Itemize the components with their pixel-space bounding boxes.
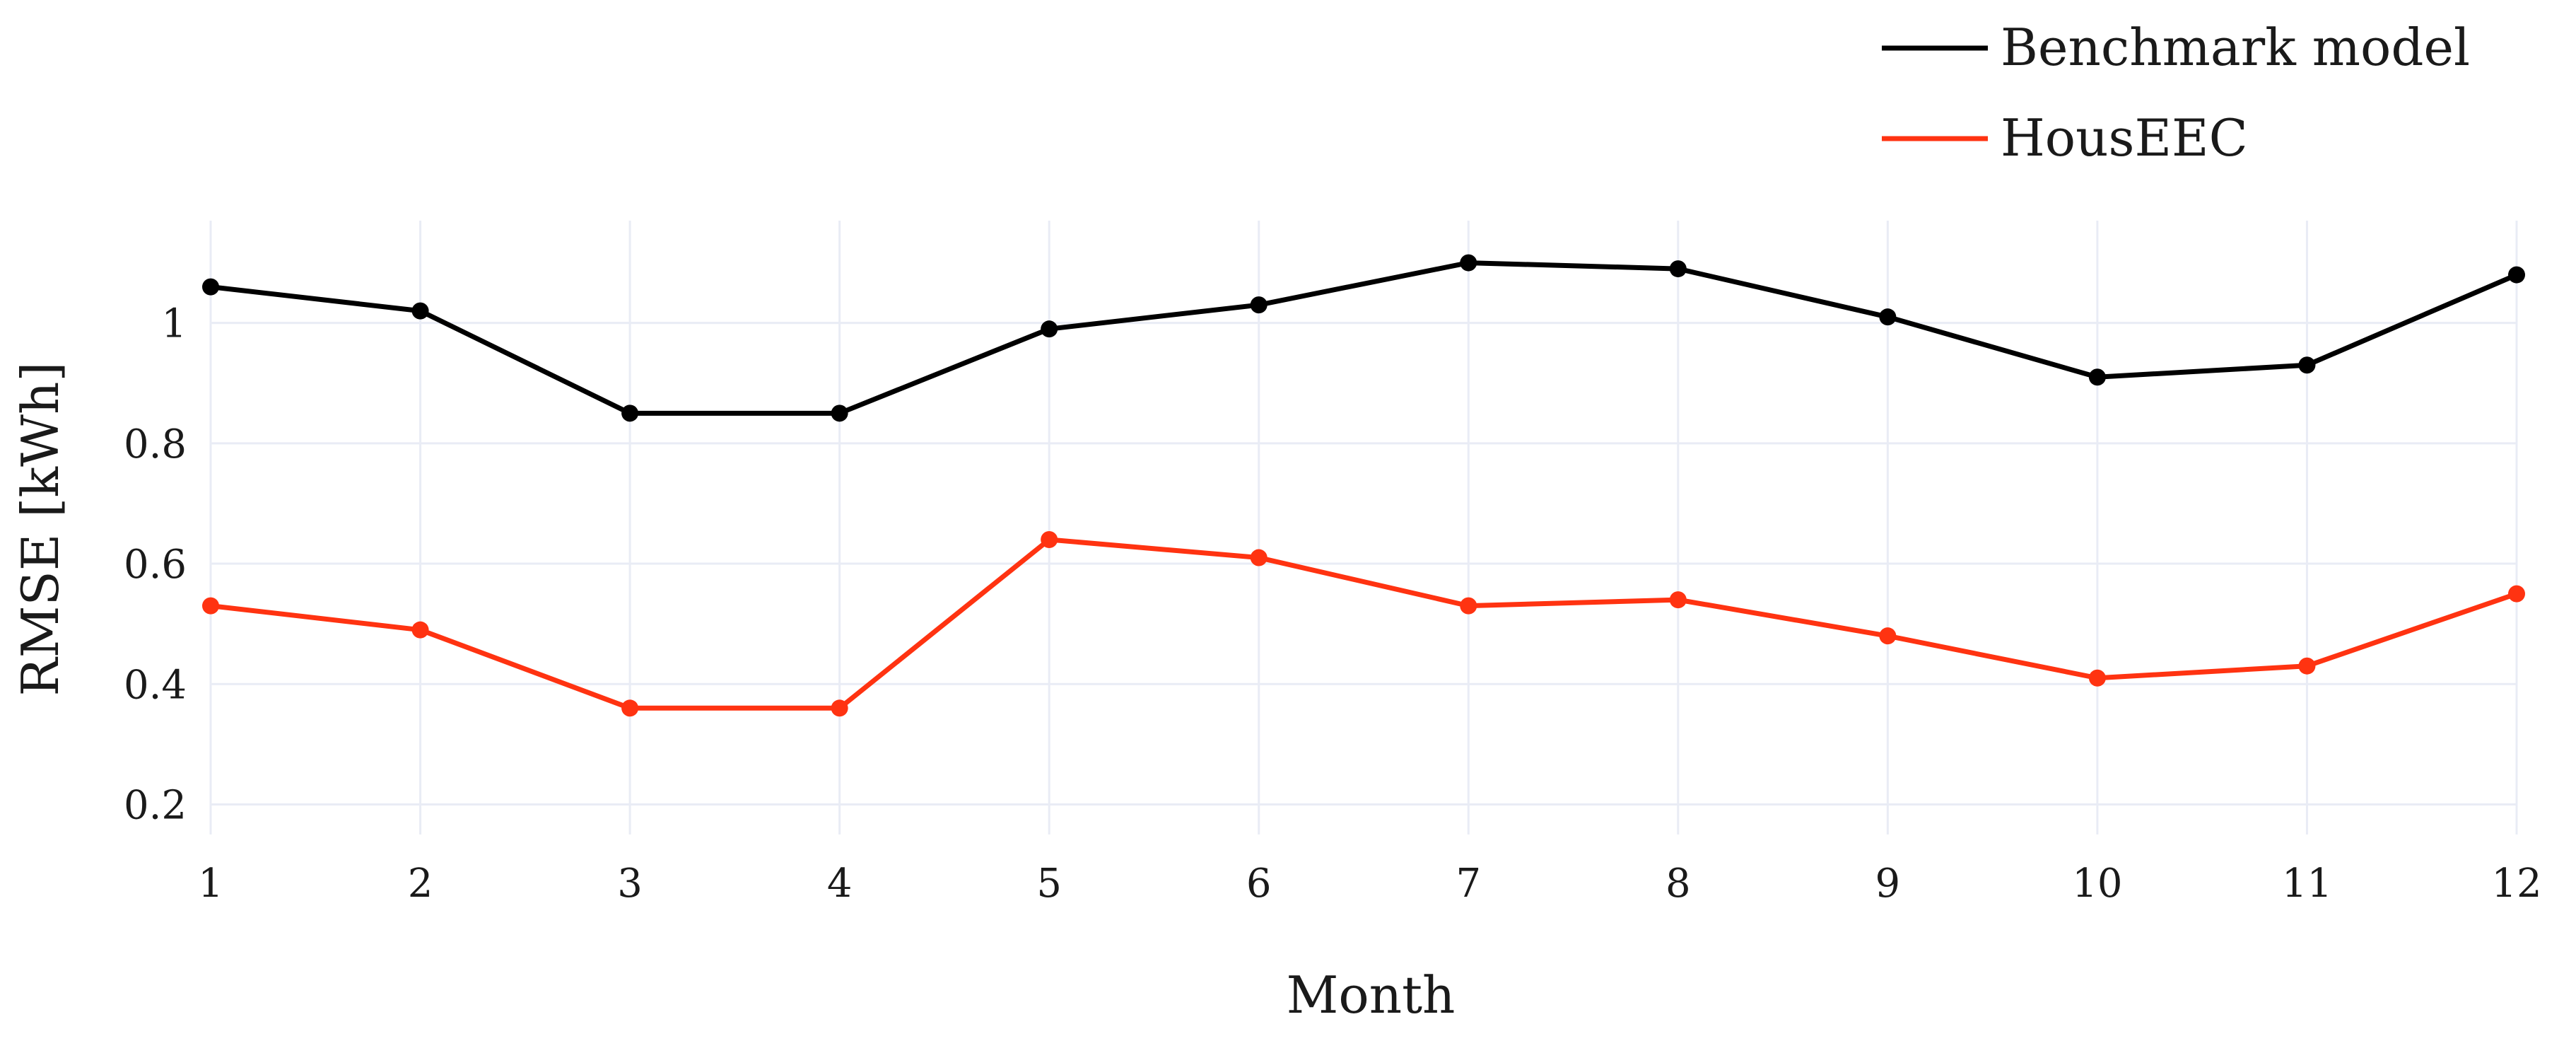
- series-line: [208, 537, 2519, 711]
- data-point: [2088, 669, 2106, 687]
- tick-labels: 1 2 3 4 5 6 7 8 9 10 11 120.20.40.60.81: [124, 301, 2542, 907]
- data-point: [1879, 308, 1897, 326]
- data-point: [1669, 591, 1687, 609]
- data-point: [621, 405, 639, 422]
- x-tick-label: 5: [1036, 861, 1062, 907]
- data-point: [1669, 260, 1687, 278]
- x-tick-label: 9: [1875, 861, 1901, 907]
- data-point: [2508, 266, 2525, 284]
- data-point: [202, 278, 219, 296]
- data-point: [621, 699, 639, 717]
- data-point: [1250, 296, 1267, 314]
- x-axis-title: Month: [1287, 965, 1456, 1025]
- data-point: [1041, 531, 1058, 549]
- y-tick-label: 1: [161, 301, 187, 347]
- x-tick-label: 12: [2491, 861, 2541, 907]
- data-point: [1879, 627, 1897, 645]
- x-tick-label: 7: [1456, 861, 1481, 907]
- series-line: [208, 260, 2519, 416]
- grid: [209, 221, 2518, 834]
- data-point: [2298, 356, 2316, 374]
- data-point: [202, 597, 219, 615]
- data-point: [411, 302, 429, 320]
- y-tick-label: 0.2: [124, 782, 187, 828]
- series-layer: [202, 254, 2525, 717]
- x-tick-label: 4: [827, 861, 853, 907]
- y-tick-label: 0.8: [124, 421, 187, 467]
- data-point: [2088, 368, 2106, 386]
- data-point: [2298, 657, 2316, 675]
- x-tick-label: 8: [1665, 861, 1691, 907]
- y-axis-title: RMSE [kWh]: [11, 362, 70, 697]
- y-tick-label: 0.6: [124, 542, 187, 588]
- x-tick-label: 2: [408, 861, 433, 907]
- x-tick-label: 1: [198, 861, 223, 907]
- data-point: [411, 621, 429, 639]
- data-point: [1460, 597, 1477, 615]
- y-tick-label: 0.4: [124, 662, 187, 708]
- x-tick-label: 6: [1246, 861, 1272, 907]
- data-point: [2508, 585, 2525, 603]
- data-point: [1460, 254, 1477, 272]
- data-point: [1250, 549, 1267, 566]
- data-point: [831, 699, 848, 717]
- legend: Benchmark model HousEEC: [1882, 18, 2470, 168]
- x-tick-label: 11: [2282, 861, 2332, 907]
- legend-label: Benchmark model: [2001, 18, 2470, 77]
- legend-label: HousEEC: [2001, 108, 2248, 168]
- x-tick-label: 3: [617, 861, 643, 907]
- data-point: [1041, 320, 1058, 338]
- data-point: [831, 405, 848, 422]
- x-tick-label: 10: [2072, 861, 2122, 907]
